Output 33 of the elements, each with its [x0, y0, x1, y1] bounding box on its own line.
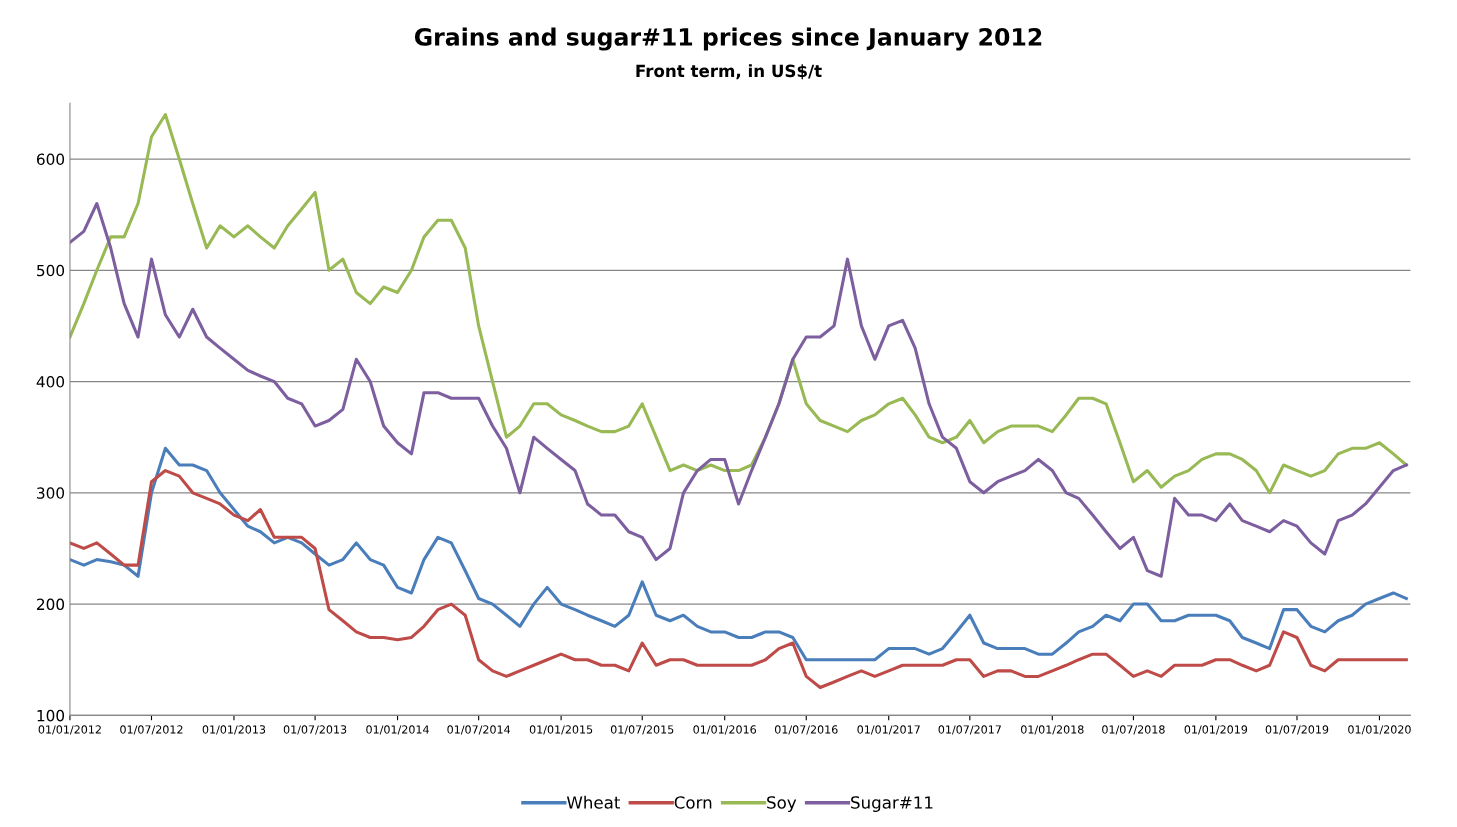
x-tick-label: 01/01/2019 — [1184, 725, 1248, 735]
x-tick-label: 01/01/2017 — [857, 725, 920, 735]
x-tick-label: 01/07/2019 — [1265, 725, 1329, 735]
x-tick-label: 01/07/2012 — [120, 725, 183, 735]
chart-title: Grains and sugar#11 prices since January 2012 — [414, 27, 1042, 51]
x-tick-label: 01/01/2013 — [202, 725, 266, 735]
x-tick-label: 01/01/2015 — [529, 725, 593, 735]
line-series — [69, 201, 1408, 578]
legend-label: Wheat — [566, 795, 621, 809]
y-tick-label: 200 — [37, 598, 65, 611]
x-tick-label: 01/01/2012 — [38, 725, 101, 735]
x-tick-label: 01/07/2016 — [774, 725, 838, 735]
x-tick-label: 01/01/2014 — [366, 725, 429, 735]
y-tick-label: 300 — [37, 487, 65, 499]
y-tick-label: 400 — [36, 376, 65, 388]
x-tick-label: 01/07/2015 — [610, 725, 674, 735]
x-tick-label: 01/01/2018 — [1021, 725, 1084, 735]
x-tick-label: 01/07/2014 — [447, 725, 511, 735]
x-tick-label: 01/01/2016 — [693, 725, 757, 735]
line-series — [69, 112, 1408, 495]
legend-label: Soy — [767, 796, 797, 812]
x-tick-label: 01/01/2020 — [1348, 725, 1411, 735]
line-series — [69, 469, 1408, 690]
x-tick-label: 01/07/2018 — [1102, 725, 1165, 735]
legend-label: Corn — [674, 796, 712, 809]
x-tick-label: 01/07/2013 — [283, 725, 347, 735]
legend-label: Sugar#11 — [851, 796, 933, 812]
y-tick-label: 100 — [37, 709, 65, 722]
x-tick-label: 01/07/2017 — [938, 725, 1001, 735]
y-tick-label: 500 — [37, 264, 65, 277]
y-tick-label: 600 — [36, 153, 65, 166]
chart-subtitle: Front term, in US$/t — [636, 64, 822, 80]
line-series — [69, 446, 1408, 662]
